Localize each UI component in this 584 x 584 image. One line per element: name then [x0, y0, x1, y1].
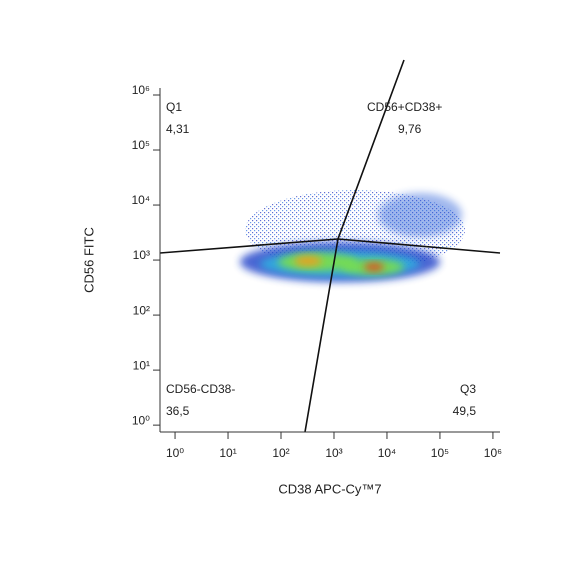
- x-tick-label: 10³: [325, 446, 342, 460]
- x-tick-label: 10²: [272, 446, 289, 460]
- x-tick-label: 10⁰: [166, 446, 184, 460]
- y-tick-label: 10⁰: [132, 413, 150, 427]
- x-axis-title: CD38 APC-Cy™7: [278, 481, 381, 496]
- quadrant-percent: 4,31: [166, 122, 190, 136]
- y-tick-label: 10²: [133, 303, 150, 317]
- y-tick-label: 10⁴: [131, 193, 150, 207]
- quadrant-percent: 36,5: [166, 404, 190, 418]
- y-tick-label: 10³: [133, 248, 150, 262]
- y-tick-label: 10⁶: [132, 83, 150, 97]
- quadrant-name: CD56-CD38-: [166, 382, 235, 396]
- y-tick-label: 10⁵: [132, 138, 150, 152]
- quadrant-name: CD56+CD38+: [367, 100, 442, 114]
- y-tick-label: 10¹: [133, 358, 150, 372]
- quadrant-name: Q1: [166, 100, 182, 114]
- y-axis-title: CD56 FITC: [81, 227, 96, 293]
- density-cloud: [240, 190, 465, 282]
- x-tick-label: 10⁵: [431, 446, 449, 460]
- x-tick-label: 10⁶: [484, 446, 502, 460]
- quadrant-percent: 9,76: [398, 122, 422, 136]
- x-tick-label: 10⁴: [378, 446, 397, 460]
- quadrant-gates: [159, 59, 501, 433]
- quadrant-percent: 49,5: [453, 404, 477, 418]
- quadrant-name: Q3: [460, 382, 476, 396]
- x-tick-label: 10¹: [219, 446, 236, 460]
